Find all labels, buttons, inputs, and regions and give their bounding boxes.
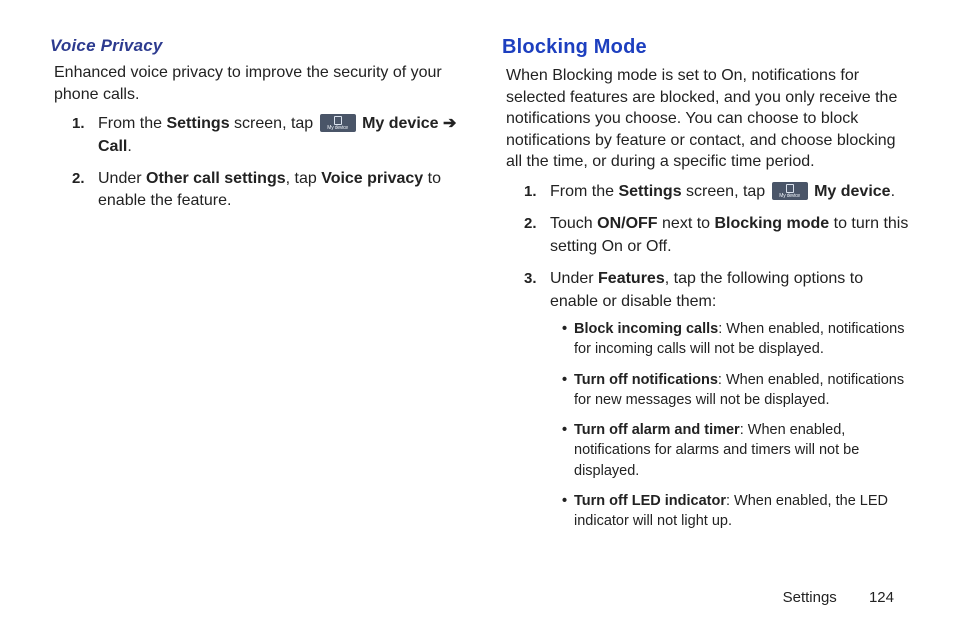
my-device-icon xyxy=(320,114,356,132)
bold-text: My device xyxy=(810,183,891,200)
bold-text: Turn off notifications xyxy=(574,372,718,388)
page-body: Voice Privacy Enhanced voice privacy to … xyxy=(0,0,954,542)
arrow-icon: ➔ xyxy=(443,115,456,132)
bold-text: Settings xyxy=(618,183,681,200)
text: screen, tap xyxy=(682,183,770,200)
footer-section: Settings xyxy=(783,589,837,606)
right-column: Blocking Mode When Blocking mode is set … xyxy=(502,36,914,542)
page-footer: Settings 124 xyxy=(783,589,894,606)
step-item: From the Settings screen, tap My device … xyxy=(72,113,462,158)
blocking-mode-steps: From the Settings screen, tap My device.… xyxy=(524,181,914,532)
bold-text: ON/OFF xyxy=(597,215,657,232)
voice-privacy-intro: Enhanced voice privacy to improve the se… xyxy=(54,62,462,105)
text: Under xyxy=(550,270,598,287)
step-item: Touch ON/OFF next to Blocking mode to tu… xyxy=(524,213,914,258)
text: . xyxy=(127,138,131,155)
bullet-item: Turn off notifications: When enabled, no… xyxy=(562,370,914,411)
voice-privacy-heading: Voice Privacy xyxy=(50,36,462,56)
bullet-item: Block incoming calls: When enabled, noti… xyxy=(562,319,914,360)
text: next to xyxy=(658,215,715,232)
step-item: Under Other call settings, tap Voice pri… xyxy=(72,168,462,213)
text: , tap xyxy=(286,170,322,187)
text: From the xyxy=(550,183,618,200)
left-column: Voice Privacy Enhanced voice privacy to … xyxy=(50,36,462,542)
bold-text: Other call settings xyxy=(146,170,286,187)
blocking-mode-heading: Blocking Mode xyxy=(502,36,914,59)
bold-text: Voice privacy xyxy=(321,170,423,187)
text: From the xyxy=(98,115,166,132)
bold-text: My device xyxy=(358,115,443,132)
bold-text: Turn off LED indicator xyxy=(574,493,726,509)
bold-text: Turn off alarm and timer xyxy=(574,422,740,438)
footer-page-number: 124 xyxy=(869,589,894,606)
text: Under xyxy=(98,170,146,187)
bold-text: Call xyxy=(98,138,127,155)
bold-text: Settings xyxy=(166,115,229,132)
feature-bullets: Block incoming calls: When enabled, noti… xyxy=(562,319,914,532)
bullet-item: Turn off alarm and timer: When enabled, … xyxy=(562,420,914,481)
step-item: From the Settings screen, tap My device. xyxy=(524,181,914,203)
bold-text: Blocking mode xyxy=(715,215,830,232)
bold-text: Features xyxy=(598,270,665,287)
voice-privacy-steps: From the Settings screen, tap My device … xyxy=(72,113,462,213)
step-item: Under Features, tap the following option… xyxy=(524,268,914,531)
text: . xyxy=(891,183,895,200)
bold-text: Block incoming calls xyxy=(574,321,718,337)
text: Touch xyxy=(550,215,597,232)
blocking-mode-intro: When Blocking mode is set to On, notific… xyxy=(506,65,914,173)
bullet-item: Turn off LED indicator: When enabled, th… xyxy=(562,491,914,532)
my-device-icon xyxy=(772,182,808,200)
text: screen, tap xyxy=(230,115,318,132)
